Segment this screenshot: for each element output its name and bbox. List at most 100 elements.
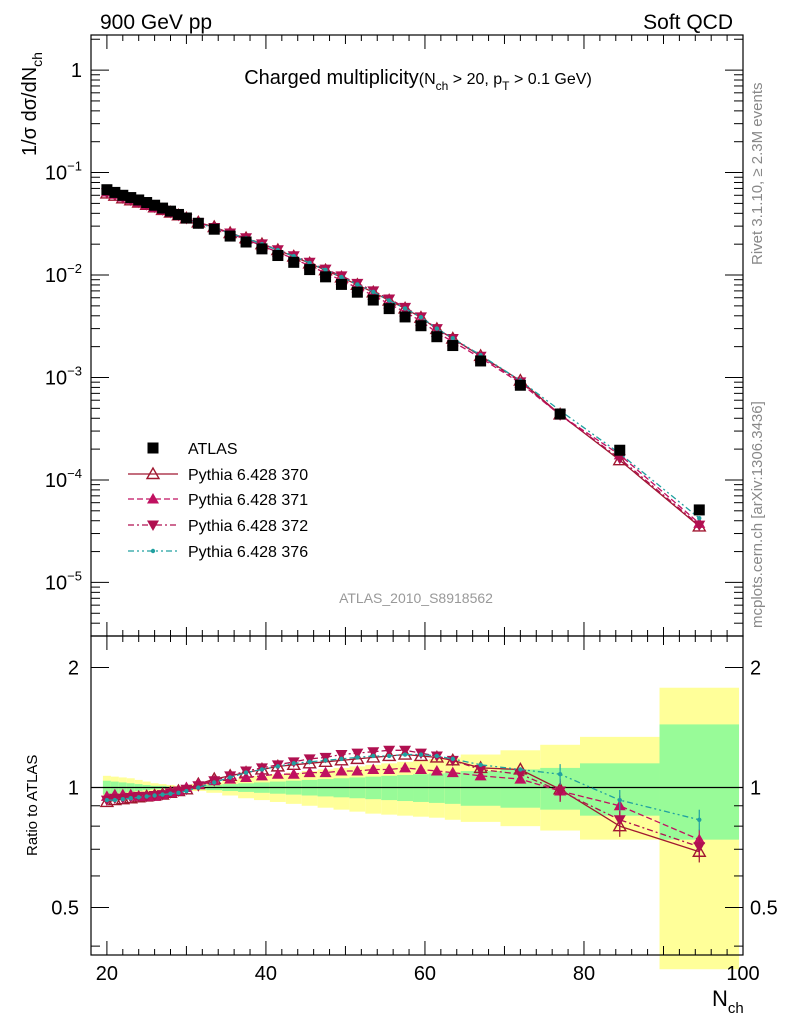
x-tick-label: 60 <box>414 963 436 985</box>
band-inner <box>444 772 461 804</box>
atlas-point <box>614 444 626 456</box>
y-tick-label-main: 10−3 <box>45 363 82 389</box>
series-point-ratio <box>104 797 110 803</box>
series-point-main <box>355 282 360 287</box>
series-point-ratio <box>160 792 165 797</box>
atlas-point <box>514 379 526 391</box>
x-tick-label: 100 <box>726 963 759 985</box>
x-tick-label: 40 <box>255 963 277 985</box>
series-point-ratio <box>128 796 133 801</box>
atlas-point <box>240 236 252 248</box>
series-point-ratio <box>617 797 622 803</box>
legend-marker <box>147 442 159 454</box>
series-point-ratio <box>351 765 364 776</box>
atlas-point <box>125 192 137 204</box>
series-point-ratio <box>227 775 233 780</box>
series-point-ratio <box>386 753 392 759</box>
atlas-point <box>447 340 459 352</box>
series-point-ratio <box>697 817 702 822</box>
series-point-ratio <box>351 748 364 760</box>
analysis-label: ATLAS_2010_S8918562 <box>339 590 493 606</box>
atlas-point <box>149 199 161 211</box>
series-point-ratio <box>303 754 316 765</box>
atlas-point <box>288 256 300 268</box>
series-point-ratio <box>430 765 443 776</box>
band-inner <box>428 773 445 803</box>
series-point-main <box>693 520 706 532</box>
series-point-ratio <box>450 756 455 762</box>
series-point-main <box>434 326 440 331</box>
legend-label: Pythia 6.428 371 <box>188 492 308 509</box>
series-point-ratio <box>303 766 316 778</box>
y-tick-label-main: 10−5 <box>45 568 82 594</box>
atlas-point <box>272 250 284 262</box>
axis-ticks <box>90 35 744 955</box>
atlas-point <box>693 504 705 516</box>
series-point-ratio <box>383 745 396 757</box>
ratio-series <box>99 745 707 863</box>
x-tick-label: 80 <box>573 963 595 985</box>
atlas-point <box>224 230 236 242</box>
atlas-point <box>367 294 379 306</box>
atlas-point <box>101 184 113 196</box>
atlas-point <box>208 223 220 235</box>
series-point-main <box>386 298 392 303</box>
series-point-ratio <box>557 772 563 777</box>
mcplots-label: mcplots.cern.ch [arXiv:1306.3436] <box>749 401 766 628</box>
series-point-ratio <box>413 748 429 762</box>
y-tick-label-ratio-right: 1 <box>750 778 761 800</box>
series-point-ratio <box>334 752 349 766</box>
series-point-main <box>402 306 408 311</box>
series-point-ratio <box>136 795 141 800</box>
legend-label: ATLAS <box>188 441 238 458</box>
series-point-ratio <box>120 796 126 802</box>
chart-title: Charged multiplicity(Nch > 20, pT > 0.1 … <box>244 67 592 93</box>
series-point-ratio <box>275 764 281 769</box>
legend-label: Pythia 6.428 370 <box>188 467 308 484</box>
series-point-ratio <box>518 767 523 772</box>
series-point-ratio <box>355 755 360 760</box>
header-left: 900 GeV pp <box>100 11 212 34</box>
series-point-ratio <box>212 780 217 785</box>
series-point-ratio <box>335 765 348 776</box>
legend-marker <box>147 520 159 531</box>
series-point-ratio <box>335 750 348 761</box>
series-point-ratio <box>554 786 567 798</box>
legend-marker <box>145 466 161 480</box>
atlas-point <box>165 205 177 217</box>
atlas-point <box>256 243 268 255</box>
atlas-point <box>415 320 427 332</box>
series-point-ratio <box>255 769 268 781</box>
series-point-ratio <box>271 768 284 779</box>
y-tick-label-main: 1 <box>71 60 82 82</box>
atlas-point <box>399 311 411 323</box>
series-point-ratio <box>291 761 296 766</box>
atlas-point <box>172 208 184 220</box>
series-point-ratio <box>693 842 706 853</box>
series-point-ratio <box>259 767 265 772</box>
series-point-ratio <box>243 770 249 775</box>
series-point-main <box>450 335 455 341</box>
series-point-ratio <box>474 764 487 776</box>
x-tick-label: 20 <box>96 963 118 985</box>
y-tick-label-main: 10−4 <box>45 466 82 492</box>
series-point-main <box>697 516 702 521</box>
series-point-ratio <box>478 762 483 768</box>
series-point-ratio <box>196 785 201 790</box>
series-point-ratio <box>99 794 115 808</box>
series-point-ratio <box>414 763 427 774</box>
y-tick-label-ratio-right: 0.5 <box>750 897 778 919</box>
atlas-point <box>157 202 169 214</box>
series-point-ratio <box>446 766 459 778</box>
xlabel: Nch <box>712 986 744 1017</box>
legend-label: Pythia 6.428 372 <box>188 518 308 535</box>
series-point-ratio <box>168 791 173 796</box>
atlas-point <box>304 264 316 276</box>
series-point-ratio <box>323 758 328 763</box>
atlas-point <box>192 217 204 229</box>
series-point-ratio <box>418 752 424 757</box>
series-point-ratio <box>339 756 344 762</box>
series-point-ratio <box>434 753 440 759</box>
ratio-ylabel: Ratio to ATLAS <box>24 755 41 856</box>
